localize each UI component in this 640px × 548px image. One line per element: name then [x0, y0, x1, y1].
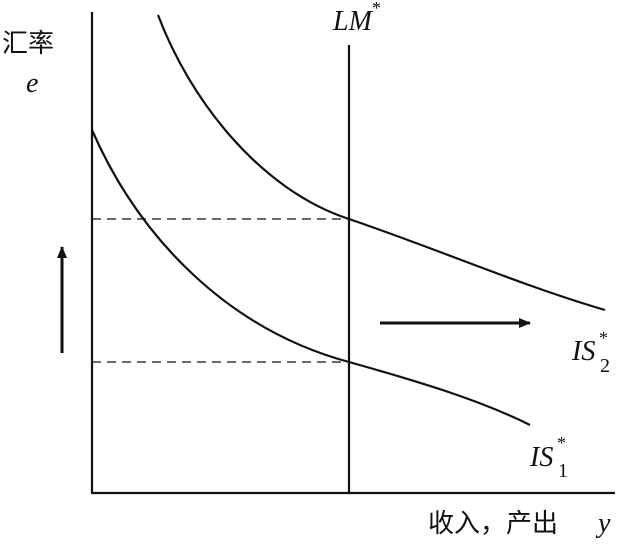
is2-label: IS [571, 336, 595, 367]
is1-sub: 1 [558, 460, 568, 482]
is1-curve [90, 129, 531, 426]
is2-sup: * [599, 328, 608, 348]
lm-sup: * [372, 0, 381, 18]
is2-sub: 2 [600, 355, 610, 377]
y-axis-label: 汇率 [2, 29, 54, 59]
y-axis-symbol: e [26, 68, 38, 99]
x-axis-label: 收入，产出 [428, 509, 558, 539]
is2-curve [156, 14, 606, 312]
lm-label: LM [332, 6, 374, 37]
x-axis-symbol: y [595, 508, 611, 539]
is1-label: IS [529, 442, 553, 473]
is1-sup: * [557, 433, 566, 453]
